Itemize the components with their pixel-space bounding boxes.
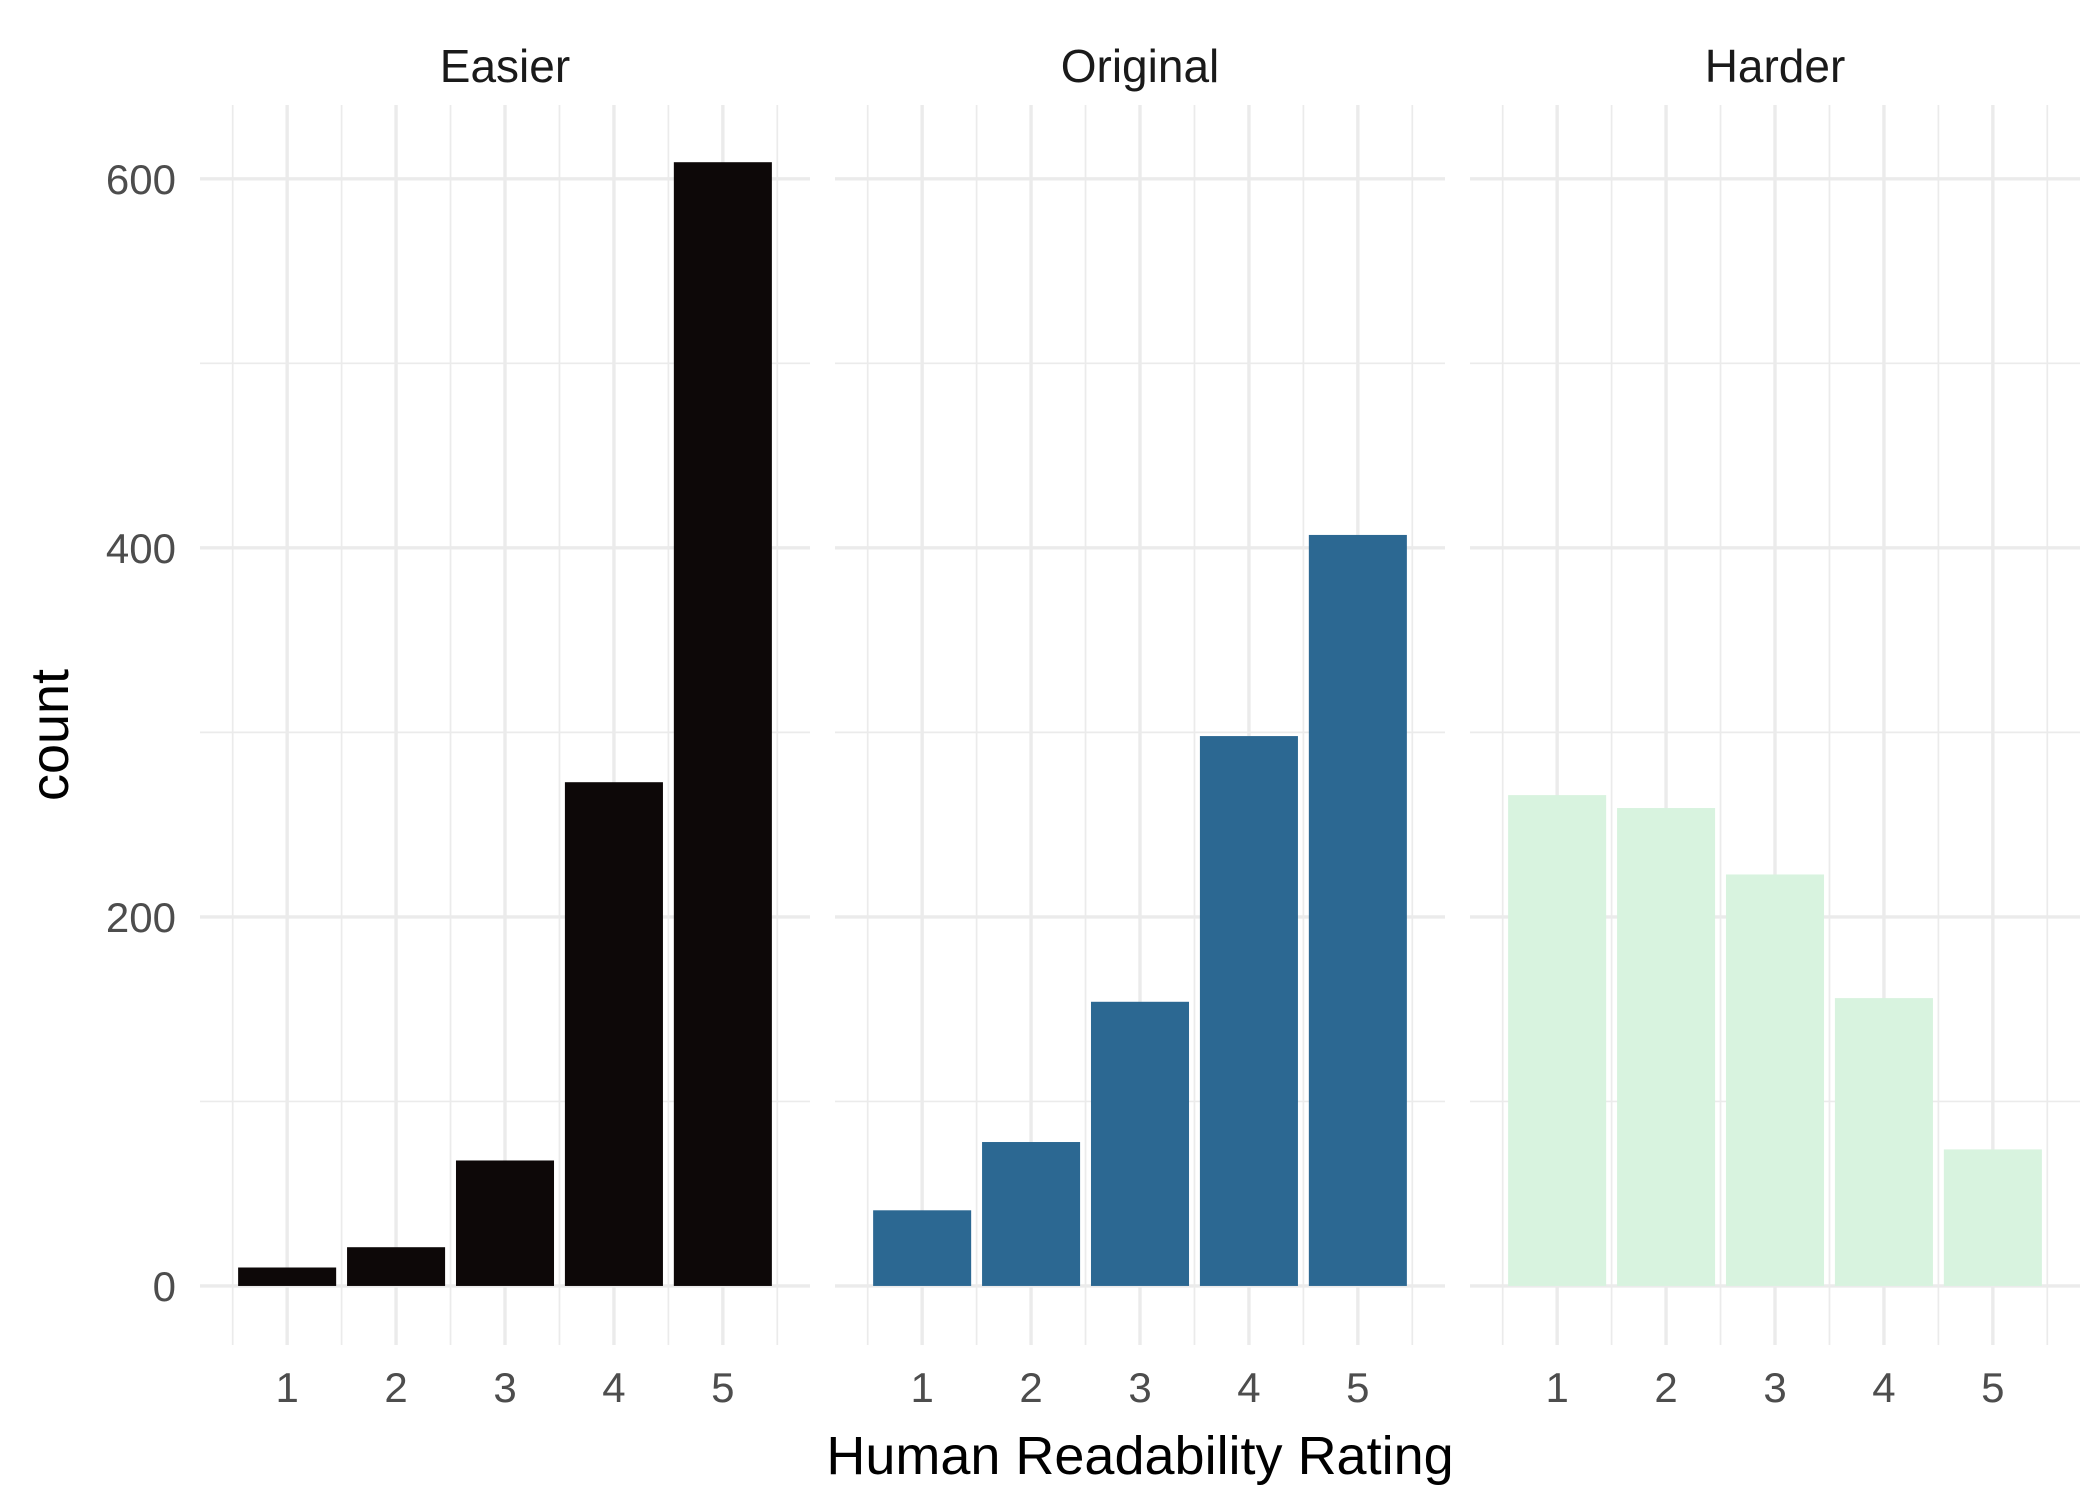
x-tick-label: 5: [711, 1364, 734, 1411]
facet-label-easier: Easier: [440, 40, 570, 92]
x-tick-label: 3: [1763, 1364, 1786, 1411]
bar-original-1: [873, 1210, 972, 1286]
bar-original-2: [982, 1142, 1081, 1286]
y-tick-label: 200: [106, 894, 176, 941]
x-tick-label: 2: [1654, 1364, 1677, 1411]
x-tick-label: 4: [602, 1364, 625, 1411]
x-tick-label: 5: [1346, 1364, 1369, 1411]
bar-harder-3: [1725, 874, 1825, 1286]
x-tick-label: 4: [1872, 1364, 1895, 1411]
x-axis-title: Human Readability Rating: [826, 1426, 1453, 1486]
bar-original-5: [1308, 534, 1407, 1286]
x-tick-label: 1: [1545, 1364, 1568, 1411]
bar-easier-3: [455, 1160, 555, 1286]
bars: [238, 162, 2042, 1286]
x-axis-ticks: 1 2 3 4 5 1 2 3 4 5 1 2 3 4 5: [275, 1364, 2004, 1411]
x-tick-label: 1: [910, 1364, 933, 1411]
x-tick-label: 2: [384, 1364, 407, 1411]
bar-easier-5: [673, 162, 772, 1286]
y-tick-label: 0: [153, 1263, 176, 1310]
bar-original-3: [1090, 1001, 1190, 1286]
x-tick-label: 4: [1237, 1364, 1260, 1411]
bar-harder-2: [1617, 808, 1716, 1286]
x-tick-label: 3: [493, 1364, 516, 1411]
bar-original-4: [1199, 736, 1298, 1286]
x-tick-label: 3: [1128, 1364, 1151, 1411]
bar-easier-1: [238, 1267, 337, 1286]
x-tick-label: 5: [1981, 1364, 2004, 1411]
y-tick-label: 600: [106, 156, 176, 203]
facet-label-harder: Harder: [1705, 40, 1846, 92]
bar-harder-5: [1943, 1149, 2042, 1286]
x-tick-label: 1: [275, 1364, 298, 1411]
y-axis-ticks: 0 200 400 600: [106, 156, 176, 1310]
bar-harder-1: [1508, 795, 1607, 1286]
y-tick-label: 400: [106, 525, 176, 572]
x-tick-label: 2: [1019, 1364, 1042, 1411]
bar-easier-4: [564, 782, 663, 1286]
bar-harder-4: [1834, 998, 1933, 1286]
y-axis-title: count: [20, 669, 80, 801]
facet-label-original: Original: [1061, 40, 1220, 92]
bar-easier-2: [347, 1247, 446, 1286]
facet-labels: Easier Original Harder: [440, 40, 1846, 92]
